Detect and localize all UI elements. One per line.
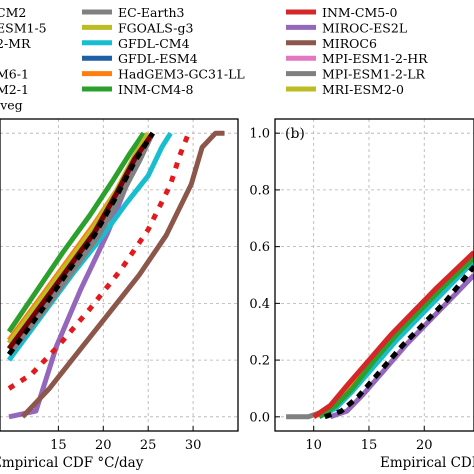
legend-label: MIROC6 (322, 36, 377, 51)
legend-label: MPI-ESM1-2-LR (322, 67, 426, 82)
y-tick-label: 0.0 (249, 410, 270, 425)
legend-label: CM2 (0, 5, 26, 20)
x-tick-label: 15 (361, 438, 378, 453)
x-tick-label: 30 (185, 438, 202, 453)
legend-label: 2-MR (0, 36, 31, 51)
legend-label: EC-Earth3 (118, 5, 185, 20)
grid (275, 119, 474, 431)
y-tick-label: 0.4 (249, 297, 270, 312)
legend-label: INM-CM5-0 (322, 5, 397, 20)
series-line-9 (6, 131, 155, 356)
legend-label: HadGEM3-GC31-LL (118, 67, 245, 82)
series-line-10 (7, 132, 191, 391)
series-group (286, 250, 474, 420)
panel-b: 10 15 20 0.0 0.2 0.4 0.6 0.8 1.0 (b) Empirical CDF (249, 118, 474, 471)
x-tick-label: 20 (95, 438, 112, 453)
y-tick-label: 1.0 (249, 127, 270, 142)
series-line-4 (317, 256, 474, 419)
legend-label: MPI-ESM1-2-HR (322, 51, 428, 66)
legend-label: M2-1 (0, 82, 29, 97)
x-axis-label: Empirical CDF (380, 455, 474, 471)
x-tick-label: 25 (140, 438, 157, 453)
y-tick-label: 0.8 (249, 183, 270, 198)
legend-label: FGOALS-g3 (118, 20, 193, 35)
series-group (6, 130, 225, 420)
panel-label: (b) (285, 126, 305, 142)
legend-label: M6-1 (0, 67, 29, 82)
x-tick-label: 10 (305, 438, 322, 453)
legend-label: -veg (0, 97, 23, 112)
series-line-1 (20, 130, 225, 419)
panel-a: 15 20 25 30 Empirical CDF °C/day (0, 118, 239, 471)
x-tick-label: 15 (50, 438, 67, 453)
legend-label: MRI-ESM2-0 (322, 82, 404, 97)
x-tick-label: 20 (416, 438, 433, 453)
plot-frame (0, 118, 239, 432)
y-tick-label: 0.2 (249, 354, 270, 369)
x-axis-label: Empirical CDF °C/day (0, 455, 144, 471)
series-line-5 (312, 250, 474, 419)
legend-label: MIROC-ES2L (322, 20, 407, 35)
legend-label: INM-CM4-8 (118, 82, 193, 97)
series-line-6 (6, 131, 151, 345)
series-line-5 (6, 131, 146, 334)
legend-label: ESM1-5 (0, 20, 47, 35)
y-tick-label: 0.6 (249, 240, 270, 255)
legend-label: GFDL-ESM4 (118, 51, 198, 66)
plot-frame (274, 118, 474, 432)
legend-label: GFDL-CM4 (118, 36, 190, 51)
